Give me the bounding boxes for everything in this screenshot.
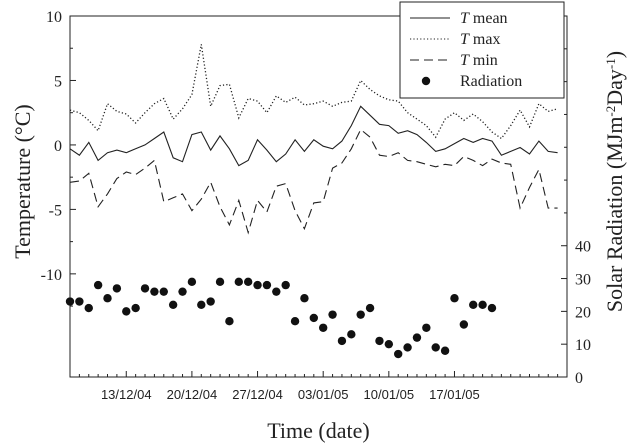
legend-label-text: mean [469, 10, 508, 27]
y2-tick-label: 40 [575, 239, 591, 256]
y-tick-label: 5 [54, 73, 62, 90]
x-axis-title: Time (date) [267, 418, 369, 443]
legend-symbol: T [460, 31, 470, 48]
radiation-point [131, 303, 140, 313]
radiation-point [328, 310, 337, 319]
radiation-point [243, 277, 253, 287]
radiation-point [140, 284, 150, 293]
series-layer [65, 44, 558, 359]
radiation-point [487, 303, 497, 313]
y-tick-label: 10 [46, 9, 62, 26]
radiation-point [65, 297, 75, 306]
radiation-point [75, 297, 84, 306]
radiation-point [290, 317, 300, 326]
y2-axis-title-part: Solar Radiation (MJm [602, 117, 627, 313]
x-tick-label: 20/12/04 [167, 387, 218, 402]
radiation-point [356, 310, 365, 319]
radiation-point [234, 277, 243, 287]
radiation-point [122, 307, 131, 316]
radiation-point [84, 303, 93, 313]
radiation-point [272, 287, 281, 296]
radiation-point [225, 317, 234, 326]
legend-entry-label: Radiation [460, 73, 522, 90]
radiation-point [469, 300, 478, 309]
plot-frame [69, 15, 568, 378]
legend-entry-label: T min [460, 52, 498, 69]
radiation-point [422, 323, 431, 332]
radiation-point [403, 343, 412, 352]
x-tick-label: 17/01/05 [429, 387, 480, 402]
y2-axis-title-part: -2 [603, 106, 618, 117]
radiation-point [384, 339, 394, 349]
radiation-point [300, 294, 309, 303]
legend-symbol: T [460, 52, 470, 69]
radiation-point [440, 346, 450, 355]
radiation-point [103, 294, 112, 303]
series-t-max [69, 44, 558, 140]
radiation-point [112, 284, 122, 293]
y2-tick-label: 20 [575, 304, 591, 321]
radiation-point [459, 320, 469, 329]
y2-axis-title: Solar Radiation (MJm-2Day-1) [602, 51, 627, 312]
radiation-point [412, 333, 422, 342]
radiation-point [309, 313, 319, 323]
legend-entry-label: T max [460, 31, 500, 48]
radiation-point [253, 280, 262, 290]
radiation-point [159, 287, 168, 296]
legend-symbol: T [460, 10, 470, 27]
series-t-min [69, 128, 558, 235]
series-t-mean [69, 105, 558, 167]
y-axis-title: Temperature (°C) [10, 104, 35, 258]
y-tick-label: -10 [41, 267, 62, 284]
y2-tick-label: 30 [575, 272, 591, 289]
radiation-point [318, 323, 328, 332]
axis-ticks [70, 15, 567, 378]
y2-axis-title-part: Day [602, 69, 627, 106]
x-tick-label: 27/12/04 [232, 387, 283, 402]
y2-axis-title-part: ) [602, 51, 627, 58]
radiation-point [365, 303, 375, 313]
radiation-point [150, 287, 159, 296]
radiation-point [262, 280, 272, 290]
y2-tick-label: 0 [575, 370, 583, 387]
radiation-point [178, 287, 187, 296]
radiation-point [375, 336, 384, 346]
legend-marker-radiation [421, 76, 431, 86]
radiation-point [450, 294, 459, 303]
x-tick-label: 10/01/05 [364, 387, 415, 402]
radiation-point [168, 300, 178, 309]
legend-label-text: max [469, 31, 501, 48]
radiation-point [187, 277, 197, 287]
y-tick-label: -5 [49, 202, 62, 219]
radiation-point [93, 280, 103, 290]
x-tick-label: 03/01/05 [298, 387, 349, 402]
radiation-point [281, 280, 290, 290]
radiation-point [197, 300, 206, 309]
y2-axis-title-part: -1 [603, 58, 618, 69]
radiation-point [431, 343, 440, 352]
radiation-point [394, 349, 403, 359]
radiation-point [215, 277, 225, 287]
radiation-point [337, 336, 347, 346]
y-tick-label: 0 [54, 138, 62, 155]
radiation-point [206, 297, 215, 306]
y2-tick-label: 10 [575, 337, 591, 354]
legend-entry-label: T mean [460, 10, 508, 27]
series-radiation [65, 277, 497, 359]
tick-labels: 10 5 0 -5 -10 0 10 20 30 40 13/12/04 20/12/04 27/12/… [41, 9, 591, 402]
radiation-point [347, 330, 356, 339]
legend-label-text: Radiation [460, 73, 522, 90]
x-tick-label: 13/12/04 [101, 387, 152, 402]
radiation-point [478, 300, 487, 309]
plot-border [69, 15, 568, 378]
legend-label-text: min [469, 52, 498, 69]
